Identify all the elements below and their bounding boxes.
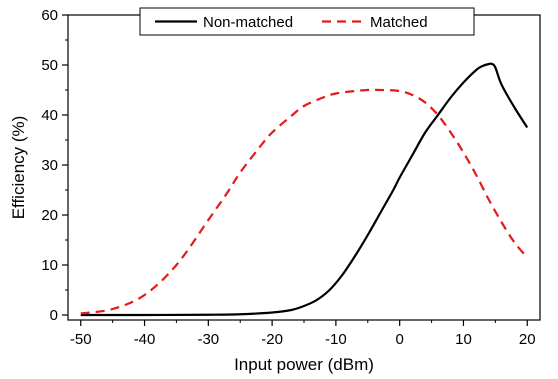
x-tick-label: 20 — [519, 331, 536, 348]
x-tick-label: -10 — [325, 331, 347, 348]
axes: -50 -40 -30 -20 -10 0 10 20 0 10 20 30 40 50 60 — [41, 7, 541, 348]
x-tick-label: -30 — [197, 331, 219, 348]
plot-frame — [67, 14, 541, 321]
y-tick-label: 30 — [41, 157, 58, 174]
y-tick-label: 50 — [41, 57, 58, 74]
legend-label: Matched — [370, 14, 428, 31]
series-layer — [80, 62, 529, 317]
x-tick-label: 0 — [396, 331, 404, 348]
series-line-matched — [80, 88, 529, 315]
x-tick-label: -50 — [70, 331, 92, 348]
x-tick-label: -20 — [261, 331, 283, 348]
x-tick-label: 10 — [455, 331, 472, 348]
y-tick-label: 40 — [41, 107, 58, 124]
y-tick-label: 0 — [50, 307, 58, 324]
y-tick-label: 20 — [41, 207, 58, 224]
x-axis-title: Input power (dBm) — [234, 355, 374, 374]
y-tick-label: 10 — [41, 257, 58, 274]
legend: Non-matched Matched — [139, 7, 475, 36]
legend-label: Non-matched — [203, 14, 293, 31]
y-tick-label: 60 — [41, 7, 58, 24]
y-axis-title: Efficiency (%) — [9, 116, 28, 220]
x-tick-label: -40 — [134, 331, 156, 348]
series-line-non-matched — [80, 62, 529, 317]
